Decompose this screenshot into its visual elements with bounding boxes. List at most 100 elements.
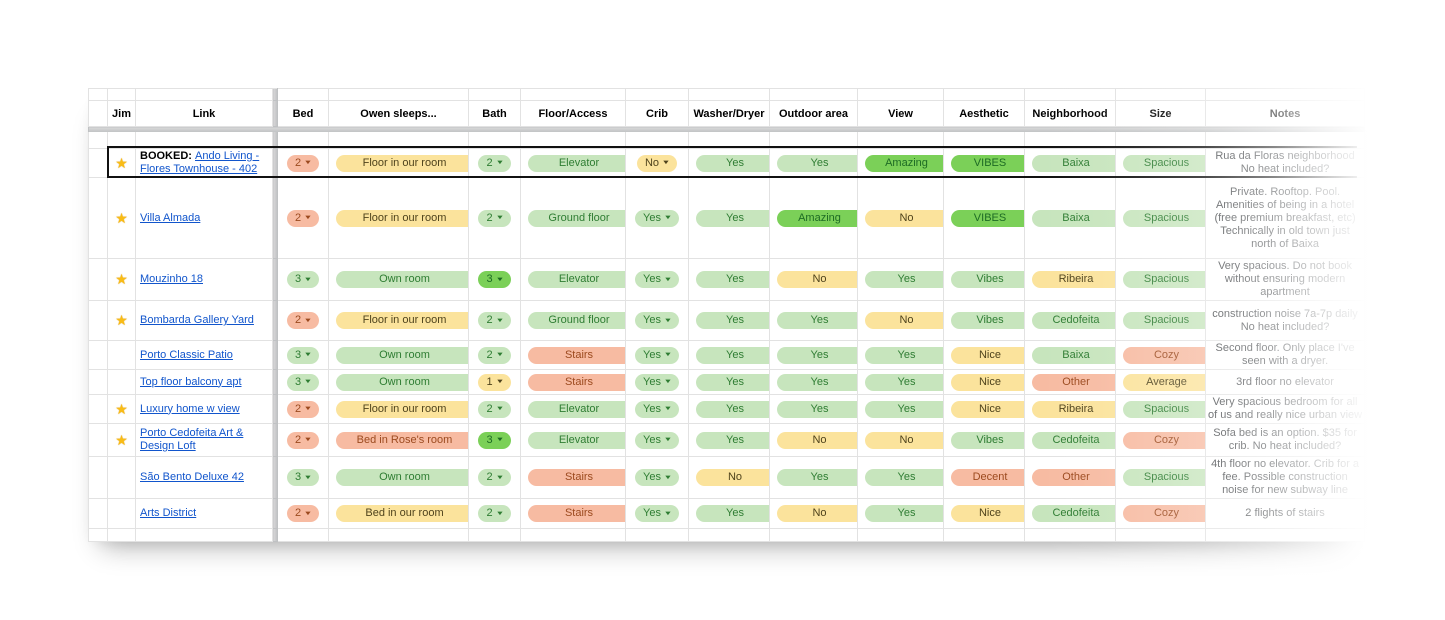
listing-link[interactable]: Bombarda Gallery Yard xyxy=(140,314,254,326)
cell-neighborhood[interactable]: Baixa ▼ xyxy=(1024,340,1116,370)
cell-bed[interactable]: 2 ▼ xyxy=(277,300,329,341)
cell-aesthetic[interactable]: Nice ▼ xyxy=(943,498,1025,529)
view-dropdown-chip[interactable]: Yes ▼ xyxy=(865,505,943,522)
cell-aesthetic[interactable]: VIBES ▼ xyxy=(943,148,1025,178)
outdoor_area-dropdown-chip[interactable]: Yes ▼ xyxy=(777,400,857,418)
col-header-owen_sleeps[interactable]: Owen sleeps... xyxy=(328,100,469,127)
cell-bed[interactable]: 2 ▼ xyxy=(277,423,329,457)
cell-bath[interactable]: 2 ▼ xyxy=(468,177,521,259)
cell-size[interactable]: Cozy▼ xyxy=(1115,423,1206,457)
cell-neighborhood[interactable]: Baixa ▼ xyxy=(1024,177,1116,259)
neighborhood-dropdown-chip[interactable]: Ribeira▼ xyxy=(1032,400,1115,418)
cell-link[interactable]: Mouzinho 18 xyxy=(135,258,273,301)
bath-dropdown-chip[interactable]: 2 ▼ xyxy=(478,209,511,227)
size-dropdown-chip[interactable]: Cozy▼ xyxy=(1123,505,1205,522)
cell-size[interactable]: Spacious▼ xyxy=(1115,258,1206,301)
cell-link[interactable]: Villa Almada xyxy=(135,177,273,259)
outdoor_area-dropdown-chip[interactable]: Yes ▼ xyxy=(777,373,857,391)
cell-bath[interactable]: 1 ▼ xyxy=(468,369,521,395)
cell-view[interactable]: No ▼ xyxy=(857,177,944,259)
owen_sleeps-dropdown-chip[interactable]: Floor in our room ▼ xyxy=(336,154,468,172)
cell-bed[interactable]: 2 ▼ xyxy=(277,148,329,178)
cell-size[interactable]: Spacious▼ xyxy=(1115,148,1206,178)
size-dropdown-chip[interactable]: Spacious▼ xyxy=(1123,209,1205,227)
view-dropdown-chip[interactable]: Yes ▼ xyxy=(865,469,943,486)
cell-bed[interactable]: 2 ▼ xyxy=(277,498,329,529)
cell-bed[interactable]: 3 ▼ xyxy=(277,369,329,395)
bath-dropdown-chip[interactable]: 2 ▼ xyxy=(478,400,511,418)
neighborhood-dropdown-chip[interactable]: Baixa▼ xyxy=(1032,209,1115,227)
listing-link[interactable]: Luxury home w view xyxy=(140,402,240,415)
owen_sleeps-dropdown-chip[interactable]: Own room ▼ xyxy=(336,469,468,486)
bath-dropdown-chip[interactable]: 1 ▼ xyxy=(478,373,511,391)
bath-dropdown-chip[interactable]: 3 ▼ xyxy=(478,271,511,288)
outdoor_area-dropdown-chip[interactable]: Yes ▼ xyxy=(777,346,857,364)
cell-link[interactable]: Luxury home w view xyxy=(135,394,273,424)
washer_dryer-dropdown-chip[interactable]: Yes ▼ xyxy=(696,505,769,522)
notes-cell[interactable]: 3rd floor no elevator xyxy=(1205,369,1366,395)
cell-crib[interactable]: Yes ▼ xyxy=(625,340,689,370)
cell-link[interactable]: Arts District xyxy=(135,498,273,529)
size-dropdown-chip[interactable]: Spacious▼ xyxy=(1123,271,1205,288)
washer_dryer-dropdown-chip[interactable]: Yes ▼ xyxy=(696,154,769,172)
cell-bath[interactable]: 3 ▼ xyxy=(468,423,521,457)
cell-favorite[interactable] xyxy=(107,456,136,499)
col-header-crib[interactable]: Crib xyxy=(625,100,689,127)
cell-floor_access[interactable]: Elevator ▼ xyxy=(520,423,626,457)
neighborhood-dropdown-chip[interactable]: Other▼ xyxy=(1032,469,1115,486)
listing-link[interactable]: Ando Living - Flores Townhouse - 402 xyxy=(140,150,260,175)
notes-cell[interactable]: construction noise 7a-7p daily No heat i… xyxy=(1205,300,1366,341)
cell-view[interactable]: Yes ▼ xyxy=(857,340,944,370)
cell-washer_dryer[interactable]: Yes ▼ xyxy=(688,300,770,341)
notes-cell[interactable]: 4th floor no elevator. Crib for a fee. P… xyxy=(1205,456,1366,499)
cell-washer_dryer[interactable]: Yes ▼ xyxy=(688,369,770,395)
col-header-notes[interactable]: Notes xyxy=(1205,100,1366,127)
view-dropdown-chip[interactable]: No ▼ xyxy=(865,209,943,227)
owen_sleeps-dropdown-chip[interactable]: Floor in our room ▼ xyxy=(336,400,468,418)
crib-dropdown-chip[interactable]: Yes ▼ xyxy=(635,373,679,391)
cell-favorite[interactable]: ★ xyxy=(107,394,136,424)
notes-cell[interactable]: Very spacious. Do not book without ensur… xyxy=(1205,258,1366,301)
col-header-washer_dryer[interactable]: Washer/Dryer xyxy=(688,100,770,127)
washer_dryer-dropdown-chip[interactable]: Yes ▼ xyxy=(696,373,769,391)
cell-bath[interactable]: 2 ▼ xyxy=(468,456,521,499)
cell-crib[interactable]: Yes ▼ xyxy=(625,300,689,341)
col-header-bed[interactable]: Bed xyxy=(277,100,329,127)
cell-bath[interactable]: 2 ▼ xyxy=(468,498,521,529)
cell-crib[interactable]: Yes ▼ xyxy=(625,369,689,395)
cell-favorite[interactable] xyxy=(107,369,136,395)
cell-floor_access[interactable]: Elevator ▼ xyxy=(520,258,626,301)
cell-owen_sleeps[interactable]: Floor in our room ▼ xyxy=(328,300,469,341)
cell-favorite[interactable]: ★ xyxy=(107,258,136,301)
cell-outdoor_area[interactable]: Yes ▼ xyxy=(769,369,858,395)
aesthetic-dropdown-chip[interactable]: Nice ▼ xyxy=(951,400,1024,418)
cell-outdoor_area[interactable]: Yes ▼ xyxy=(769,300,858,341)
col-header-view[interactable]: View xyxy=(857,100,944,127)
notes-cell[interactable]: Second floor. Only place I've seen with … xyxy=(1205,340,1366,370)
cell-crib[interactable]: Yes ▼ xyxy=(625,258,689,301)
size-dropdown-chip[interactable]: Cozy▼ xyxy=(1123,431,1205,449)
cell-owen_sleeps[interactable]: Own room ▼ xyxy=(328,340,469,370)
cell-crib[interactable]: Yes ▼ xyxy=(625,498,689,529)
owen_sleeps-dropdown-chip[interactable]: Floor in our room ▼ xyxy=(336,312,468,329)
cell-crib[interactable]: Yes ▼ xyxy=(625,177,689,259)
cell-view[interactable]: Yes ▼ xyxy=(857,456,944,499)
cell-washer_dryer[interactable]: Yes ▼ xyxy=(688,394,770,424)
bath-dropdown-chip[interactable]: 2 ▼ xyxy=(478,469,511,486)
col-header-neighborhood[interactable]: Neighborhood xyxy=(1024,100,1116,127)
crib-dropdown-chip[interactable]: Yes ▼ xyxy=(635,469,679,486)
crib-dropdown-chip[interactable]: Yes ▼ xyxy=(635,400,679,418)
outdoor_area-dropdown-chip[interactable]: Yes ▼ xyxy=(777,312,857,329)
cell-owen_sleeps[interactable]: Own room ▼ xyxy=(328,258,469,301)
notes-cell[interactable]: Sofa bed is an option. $35 for crib. No … xyxy=(1205,423,1366,457)
owen_sleeps-dropdown-chip[interactable]: Own room ▼ xyxy=(336,346,468,364)
cell-washer_dryer[interactable]: Yes ▼ xyxy=(688,423,770,457)
cell-size[interactable]: Spacious▼ xyxy=(1115,394,1206,424)
crib-dropdown-chip[interactable]: Yes ▼ xyxy=(635,312,679,329)
cell-bed[interactable]: 2 ▼ xyxy=(277,394,329,424)
outdoor_area-dropdown-chip[interactable]: Amazing ▼ xyxy=(777,209,857,227)
cell-aesthetic[interactable]: Nice ▼ xyxy=(943,340,1025,370)
bath-dropdown-chip[interactable]: 3 ▼ xyxy=(478,431,511,449)
listing-link[interactable]: Mouzinho 18 xyxy=(140,273,203,285)
cell-favorite[interactable] xyxy=(107,340,136,370)
